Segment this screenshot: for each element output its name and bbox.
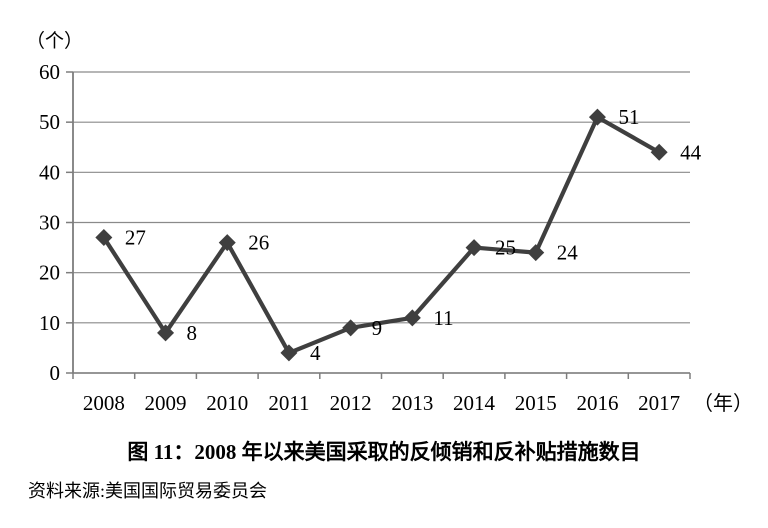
y-tick-label: 10 <box>39 311 60 335</box>
data-point-marker <box>465 239 483 257</box>
x-tick-label: 2016 <box>576 391 618 415</box>
data-point-marker <box>342 319 360 337</box>
x-tick-label: 2013 <box>391 391 433 415</box>
x-axis-unit-label: （年） <box>693 392 753 415</box>
line-chart: 0 10 20 30 40 50 60 2008 2009 2010 2011 2012 2013 201… <box>26 30 753 415</box>
data-point-label: 8 <box>187 321 198 345</box>
tick-labels-layer: 0 10 20 30 40 50 60 2008 2009 2010 2011 2012 2013 201… <box>39 60 680 415</box>
data-point-marker <box>527 244 545 262</box>
y-tick-label: 50 <box>39 110 60 134</box>
y-tick-label: 40 <box>39 160 60 184</box>
data-point-marker <box>157 324 175 342</box>
data-point-label: 27 <box>125 226 146 250</box>
data-point-label: 4 <box>310 341 321 365</box>
data-point-label: 51 <box>618 105 639 129</box>
data-point-label: 24 <box>557 241 579 265</box>
data-point-marker <box>95 229 113 247</box>
y-tick-label: 0 <box>50 361 61 385</box>
gridlines-layer <box>73 71 690 374</box>
y-axis-unit-label: （个） <box>26 30 83 52</box>
chart-title: 图 11：2008 年以来美国采取的反倾销和反补贴措施数目 <box>127 440 641 464</box>
y-tick-label: 60 <box>39 60 60 84</box>
source-note: 资料来源:美国国际贸易委员会 <box>28 481 267 501</box>
data-point-marker <box>280 344 298 362</box>
axes-layer <box>66 71 691 379</box>
x-tick-label: 2014 <box>453 391 496 415</box>
x-tick-label: 2012 <box>330 391 372 415</box>
data-point-label: 26 <box>248 231 269 255</box>
data-point-marker <box>218 234 236 252</box>
data-labels-layer: 27 8 26 4 9 11 25 24 51 44 <box>125 105 702 365</box>
x-tick-label: 2011 <box>268 391 309 415</box>
x-tick-label: 2017 <box>638 391 680 415</box>
x-tick-label: 2008 <box>83 391 125 415</box>
x-tick-label: 2015 <box>515 391 557 415</box>
y-tick-label: 30 <box>39 211 60 235</box>
data-point-label: 44 <box>680 140 702 164</box>
data-point-marker <box>650 143 668 161</box>
y-tick-label: 20 <box>39 261 60 285</box>
data-point-marker <box>588 108 606 126</box>
data-point-marker <box>403 309 421 327</box>
series-line <box>102 114 661 356</box>
data-point-label: 9 <box>372 316 383 340</box>
data-point-label: 25 <box>495 236 516 260</box>
x-tick-label: 2010 <box>206 391 248 415</box>
series-layer <box>95 108 668 362</box>
data-point-label: 11 <box>433 306 453 330</box>
x-tick-label: 2009 <box>145 391 187 415</box>
